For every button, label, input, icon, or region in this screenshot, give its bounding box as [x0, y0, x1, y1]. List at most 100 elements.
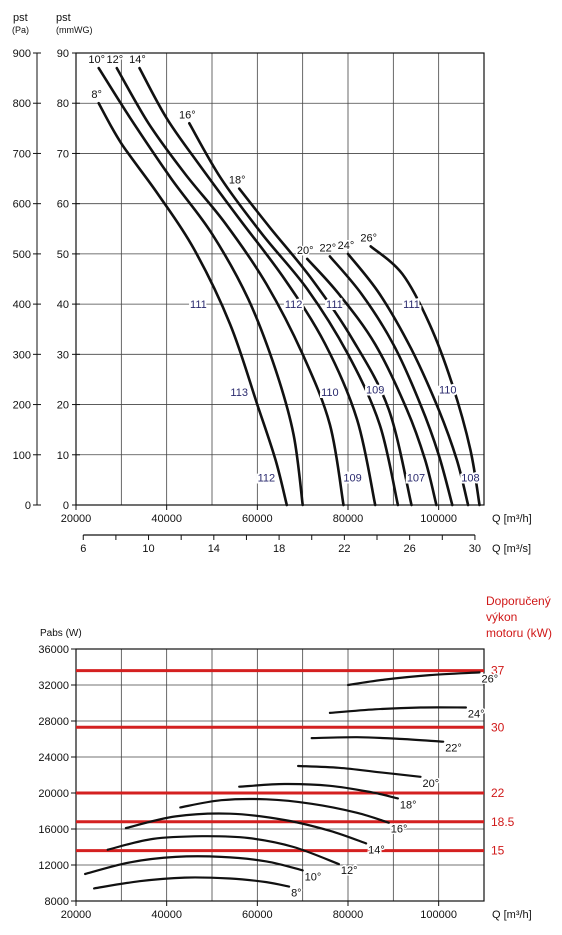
plot-frame	[75, 52, 485, 506]
efficiency-label: 108	[461, 472, 479, 484]
motor-power-label: 22	[491, 786, 505, 800]
pa-axis-unit: (Pa)	[12, 25, 29, 35]
efficiency-label: 112	[285, 299, 303, 311]
x2-tick-label: 22	[338, 543, 350, 555]
y-axis-title: Pabs (W)	[40, 628, 82, 639]
x-tick-label: 20000	[61, 909, 92, 921]
efficiency-label: 111	[190, 299, 207, 311]
blade-angle-curve	[115, 66, 345, 507]
y-tick-label: 8000	[45, 896, 69, 908]
pa-tick-label: 600	[13, 199, 31, 211]
x2-tick-label: 26	[404, 543, 416, 555]
power-curve	[84, 855, 304, 876]
power-flow-chart: 8000 12000 16000 20000 24000 28000 32000 36000 2…	[38, 594, 552, 921]
x2-axis-title: Q [m³/s]	[492, 543, 531, 555]
plot-frame	[75, 648, 485, 902]
pa-axis-title: pst	[13, 12, 28, 24]
power-curve-label: 8°	[291, 888, 302, 900]
power-curve-label: 24°	[468, 709, 485, 721]
mm-tick-label: 10	[57, 450, 69, 462]
power-curve-label: 14°	[368, 844, 385, 856]
blade-angle-curve	[97, 101, 289, 507]
pa-tick-label: 100	[13, 450, 31, 462]
x-axis-title: Q [m³/h]	[492, 513, 532, 525]
power-curve-label: 26°	[481, 673, 498, 685]
x-tick-label: 60000	[242, 909, 273, 921]
power-curve-label: 22°	[445, 743, 462, 755]
blade-angle-label: 10°	[88, 54, 105, 66]
efficiency-label: 113	[230, 387, 248, 399]
pressure-flow-chart: 0 100 200 300 400 500 600 700 800 900 0 10 20 30 40 50 6…	[12, 12, 532, 555]
blade-angle-curve	[346, 252, 470, 507]
pa-tick-label: 0	[25, 500, 31, 512]
motor-power-label: 15	[491, 844, 505, 858]
power-curve-label: 10°	[305, 871, 322, 883]
blade-angle-label: 16°	[179, 109, 196, 121]
x-tick-label: 40000	[151, 513, 182, 525]
power-curve	[346, 671, 481, 687]
x2-tick-label: 6	[80, 543, 86, 555]
motor-power-label: 30	[491, 720, 505, 734]
blade-angle-label: 24°	[338, 240, 355, 252]
power-curve	[310, 736, 445, 743]
mm-tick-label: 70	[57, 148, 69, 160]
blade-angle-curve	[328, 255, 454, 507]
mm-axis-title: pst	[56, 12, 71, 24]
pa-tick-label: 800	[13, 98, 31, 110]
x2-tick-label: 14	[208, 543, 220, 555]
mm-axis-unit: (mmWG)	[56, 25, 92, 35]
blade-angle-label: 8°	[91, 89, 102, 101]
efficiency-label: 111	[403, 299, 420, 311]
x2-tick-label: 30	[469, 543, 481, 555]
blade-angle-curve	[97, 66, 304, 507]
pa-tick-label: 900	[13, 48, 31, 60]
x-tick-label: 80000	[333, 909, 364, 921]
y-tick-label: 32000	[38, 680, 69, 692]
pa-tick-label: 300	[13, 349, 31, 361]
blade-angle-curve	[369, 245, 481, 507]
x2-tick-label: 18	[273, 543, 285, 555]
x-tick-label: 80000	[333, 513, 364, 525]
mm-tick-label: 40	[57, 299, 69, 311]
mm-tick-label: 50	[57, 249, 69, 261]
power-curve	[297, 764, 422, 778]
blade-angle-curve	[305, 257, 438, 507]
mm-tick-label: 0	[63, 500, 69, 512]
motor-axis-title: výkon	[486, 610, 517, 624]
efficiency-label: 109	[366, 384, 384, 396]
power-curve	[238, 782, 399, 800]
pa-tick-label: 400	[13, 299, 31, 311]
mm-tick-label: 30	[57, 349, 69, 361]
y-tick-label: 12000	[38, 860, 69, 872]
power-curve	[328, 706, 467, 714]
blade-angle-curve	[237, 187, 413, 507]
x-tick-label: 100000	[420, 909, 457, 921]
blade-angle-label: 12°	[106, 54, 123, 66]
blade-angle-label: 14°	[129, 54, 146, 66]
x-tick-label: 60000	[242, 513, 273, 525]
blade-angle-label: 18°	[229, 175, 246, 187]
x2-tick-label: 10	[142, 543, 154, 555]
motor-power-label: 37	[491, 664, 505, 678]
y-tick-label: 36000	[38, 644, 69, 656]
blade-angle-curve	[188, 122, 400, 507]
efficiency-label: 112	[258, 472, 276, 484]
y-tick-label: 24000	[38, 752, 69, 764]
power-curve	[124, 812, 368, 845]
power-curve	[179, 797, 390, 824]
pa-tick-label: 500	[13, 249, 31, 261]
mm-tick-label: 80	[57, 98, 69, 110]
blade-angle-curve	[138, 66, 377, 507]
power-curve	[106, 835, 340, 866]
y-tick-label: 28000	[38, 716, 69, 728]
motor-power-label: 18.5	[491, 815, 515, 829]
x-tick-label: 40000	[151, 909, 182, 921]
power-curve-label: 12°	[341, 865, 358, 877]
blade-angle-label: 26°	[360, 232, 377, 244]
efficiency-label: 110	[439, 384, 457, 396]
x-tick-label: 20000	[61, 513, 92, 525]
power-curve	[93, 876, 291, 890]
efficiency-label: 110	[321, 387, 339, 399]
mm-tick-label: 20	[57, 400, 69, 412]
